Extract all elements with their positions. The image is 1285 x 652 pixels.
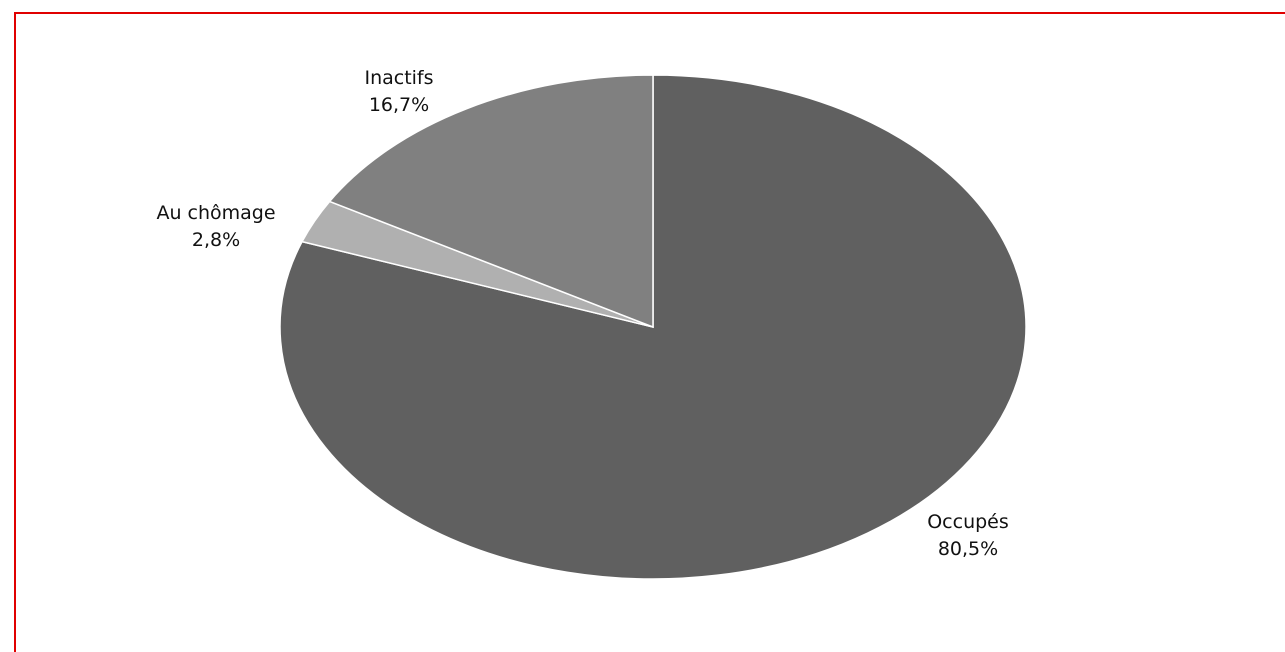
pie-slice-inactifs xyxy=(328,74,654,329)
slice-value-label: 80,5% xyxy=(938,538,998,560)
pie-slice-occup-s xyxy=(279,74,1027,580)
slice-label: Inactifs xyxy=(364,67,433,89)
slice-value-label: 2,8% xyxy=(192,229,240,251)
slice-label: Au chômage xyxy=(156,202,275,224)
slice-label: Occupés xyxy=(927,511,1009,533)
slice-value-label: 16,7% xyxy=(369,94,429,116)
chart-frame xyxy=(14,12,1285,652)
pie-chart: Occupés 80,5% Au chômage 2,8% Inactifs 16,7% xyxy=(156,67,1027,580)
